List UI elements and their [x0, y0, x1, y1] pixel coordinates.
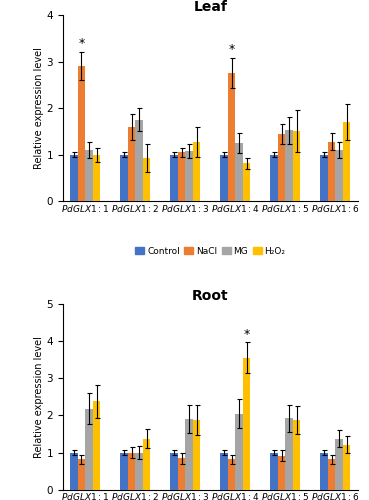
Bar [78, 460, 85, 490]
Bar [293, 132, 300, 202]
Bar [228, 460, 235, 490]
Text: *: * [228, 44, 235, 57]
Bar [270, 154, 278, 202]
Bar [220, 154, 228, 202]
Bar [235, 143, 243, 202]
Bar [120, 154, 128, 202]
Bar [70, 154, 78, 202]
Bar [343, 122, 351, 202]
Bar [343, 444, 351, 490]
Bar [78, 66, 85, 202]
Bar [120, 452, 128, 490]
Bar [170, 452, 178, 490]
Bar [243, 163, 250, 202]
Bar [185, 419, 193, 490]
Bar [285, 418, 293, 490]
Bar [335, 150, 343, 202]
Bar [335, 438, 343, 490]
Bar [285, 130, 293, 202]
Bar [328, 142, 335, 202]
Y-axis label: Relative expression level: Relative expression level [34, 47, 44, 169]
Bar [85, 150, 93, 202]
Bar [70, 452, 78, 490]
Bar [293, 420, 300, 490]
Bar [228, 73, 235, 202]
Bar [135, 452, 143, 490]
Bar [143, 158, 150, 202]
Y-axis label: Relative expression level: Relative expression level [34, 336, 44, 458]
Bar [143, 438, 150, 490]
Bar [193, 420, 200, 490]
Title: Leaf: Leaf [193, 0, 227, 14]
Bar [270, 452, 278, 490]
Bar [320, 154, 328, 202]
Bar [185, 151, 193, 202]
Bar [193, 142, 200, 202]
Bar [178, 458, 185, 490]
Bar [235, 414, 243, 490]
Bar [278, 134, 285, 202]
Bar [93, 154, 100, 202]
Bar [220, 452, 228, 490]
Title: Root: Root [192, 288, 229, 302]
Bar [328, 460, 335, 490]
Text: *: * [78, 38, 85, 51]
Bar [128, 127, 135, 202]
Bar [320, 452, 328, 490]
Legend: Control, NaCl, MG, H₂O₂: Control, NaCl, MG, H₂O₂ [135, 247, 285, 256]
Bar [128, 452, 135, 490]
Text: *: * [244, 328, 250, 340]
Bar [93, 402, 100, 490]
Bar [243, 358, 250, 490]
Bar [178, 152, 185, 202]
Bar [135, 120, 143, 202]
Bar [170, 154, 178, 202]
Bar [278, 456, 285, 490]
Bar [85, 409, 93, 490]
